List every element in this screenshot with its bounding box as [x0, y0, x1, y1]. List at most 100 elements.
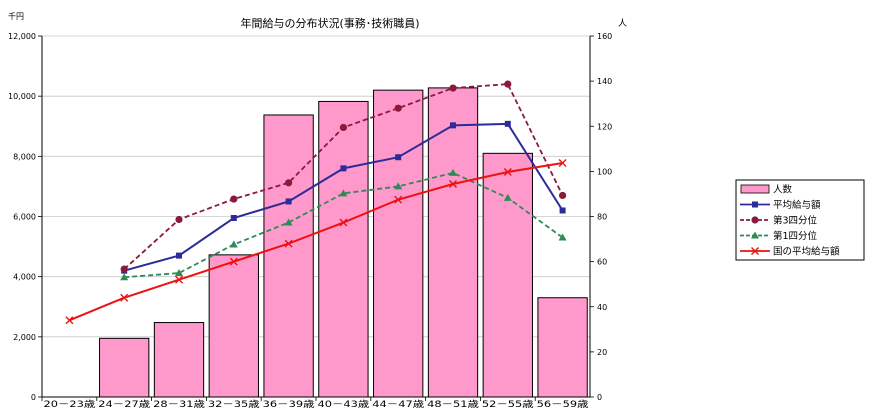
point-2: [230, 195, 238, 203]
point-3: [449, 168, 457, 176]
right-tick-label: 120: [597, 122, 612, 131]
point-4: [394, 195, 403, 204]
x-tick-label: 20－23歳: [44, 399, 96, 408]
legend-label: 第1四分位: [773, 230, 818, 242]
marker-stroke: [120, 293, 129, 302]
x-tick-label: 44－47歳: [372, 399, 424, 408]
point-3: [558, 233, 567, 241]
marker-stroke: [284, 239, 293, 248]
point-4: [449, 180, 457, 189]
point-4: [65, 316, 74, 325]
point-4: [175, 275, 183, 284]
right-tick-label: 0: [597, 393, 602, 402]
chart-title: 年間給与の分布状況(事務･技術職員): [240, 16, 419, 30]
x-tick-label: 40－43歳: [318, 399, 370, 408]
point-1: [230, 215, 237, 222]
x-tick-label: 24－27歳: [98, 399, 150, 408]
point-2: [394, 104, 402, 112]
right-tick-label: 20: [597, 348, 607, 357]
marker-stroke: [65, 316, 74, 325]
marker-stroke: [449, 180, 457, 189]
point-1: [176, 252, 182, 259]
point-3: [339, 189, 348, 197]
left-tick-label: 12,000: [8, 32, 36, 41]
left-tick-label: 6,000: [13, 213, 36, 222]
left-tick-label: 4,000: [13, 273, 36, 282]
series-line-4: [69, 161, 563, 322]
point-2: [175, 215, 183, 224]
point-1: [395, 154, 402, 161]
bar-56－59歳: [537, 297, 588, 398]
point-1: [559, 207, 566, 214]
point-1: [285, 198, 292, 205]
right-axis-unit: 人: [618, 18, 627, 29]
right-tick-label: 100: [597, 167, 612, 176]
axes: 0 2,000 4,000 6,000 8,000 10,000 12,000 0 20 40 60…: [8, 32, 612, 408]
legend-marker: [752, 201, 758, 208]
legend-label: 人数: [773, 184, 793, 196]
marker-stroke: [503, 167, 512, 176]
right-tick-label: 40: [597, 303, 607, 312]
bar-52－55歳: [482, 152, 533, 398]
point-3: [175, 269, 183, 277]
bar-36－39歳: [263, 114, 314, 398]
point-3: [394, 182, 403, 190]
point-2: [120, 265, 128, 273]
point-4: [229, 257, 238, 266]
legend-label: 第3四分位: [773, 215, 818, 227]
point-3: [229, 240, 238, 248]
marker-stroke: [229, 257, 238, 266]
marker-stroke: [394, 195, 403, 204]
point-4: [503, 167, 512, 176]
point-1: [504, 120, 511, 127]
right-tick-label: 140: [597, 77, 612, 86]
legend-label: 平均給与額: [773, 199, 821, 211]
marker-stroke: [175, 275, 183, 284]
x-tick-label: 28－31歳: [153, 399, 205, 408]
point-2: [449, 84, 457, 92]
bar-series: [99, 87, 588, 398]
line-series: [65, 80, 567, 325]
point-4: [339, 218, 348, 227]
legend-marker: [751, 231, 759, 239]
point-2: [559, 191, 567, 200]
legend-swatch: [740, 184, 770, 194]
x-tick-label: 56－59歳: [537, 399, 589, 408]
bar-44－47歳: [373, 89, 424, 398]
point-2: [285, 179, 293, 187]
right-tick-label: 160: [597, 32, 612, 41]
legend-marker: [751, 247, 759, 255]
marker-stroke: [339, 218, 348, 227]
x-tick-label: 36－39歳: [263, 399, 315, 408]
x-tick-label: 32－35歳: [208, 399, 260, 408]
left-tick-label: 0: [31, 393, 36, 402]
point-4: [284, 239, 293, 248]
left-tick-label: 10,000: [8, 92, 36, 101]
left-axis-unit: 千円: [8, 11, 24, 21]
bar-28－31歳: [153, 322, 205, 398]
x-tick-label: 48－51歳: [427, 399, 479, 408]
legend-marker: [751, 216, 759, 224]
bar-24－27歳: [99, 337, 150, 398]
point-3: [503, 193, 512, 201]
point-2: [339, 123, 347, 132]
point-1: [340, 165, 347, 172]
point-2: [504, 80, 512, 88]
point-3: [120, 273, 129, 281]
bar-48－51歳: [427, 87, 479, 398]
point-1: [450, 122, 456, 129]
point-3: [284, 218, 293, 226]
bar-40－43歳: [318, 100, 369, 398]
point-4: [120, 293, 129, 302]
left-tick-label: 2,000: [13, 333, 36, 342]
marker-stroke: [751, 247, 759, 255]
right-tick-label: 60: [597, 258, 607, 267]
point-4: [558, 158, 567, 167]
right-tick-label: 80: [597, 213, 607, 222]
left-tick-label: 8,000: [13, 152, 36, 161]
legend-label: 国の平均給与額: [773, 246, 840, 258]
marker-stroke: [558, 158, 567, 167]
x-tick-label: 52－55歳: [482, 399, 534, 408]
